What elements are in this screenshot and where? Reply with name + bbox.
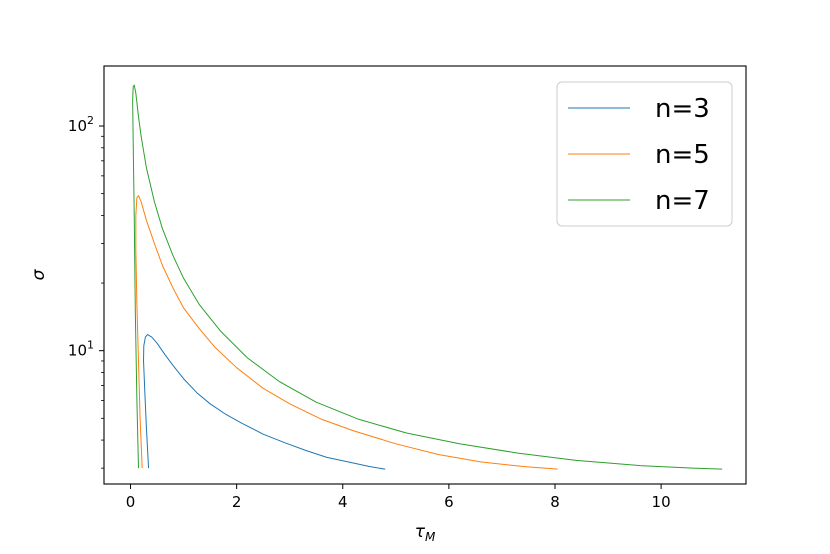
axes-frame [103, 65, 747, 485]
x-axis: 0 2 4 6 8 10 [126, 484, 671, 511]
legend: n=3 n=5 n=7 [556, 81, 733, 227]
y-tick-label: 101 [68, 339, 94, 360]
legend-label-3: n=7 [655, 186, 710, 216]
legend-box [556, 81, 733, 227]
series-line-3 [132, 84, 723, 470]
x-axis-label-subscript: M [425, 530, 436, 544]
series-line-1 [143, 334, 386, 470]
x-tick-label: 4 [338, 493, 348, 511]
y-tick-label: 102 [68, 114, 94, 135]
x-axis-label-main: τ [415, 522, 426, 542]
x-axis-label: τM [415, 522, 436, 544]
series-layer [132, 84, 723, 470]
x-tick-label: 6 [444, 493, 454, 511]
legend-label-2: n=5 [655, 140, 710, 170]
x-tick-label: 8 [550, 493, 560, 511]
x-tick-label: 10 [652, 493, 671, 511]
y-axis-label: σ [29, 268, 49, 280]
legend-label-1: n=3 [655, 94, 710, 124]
series-line-2 [135, 195, 558, 470]
x-tick-label: 0 [126, 493, 136, 511]
y-axis: 101 102 [68, 114, 104, 469]
x-tick-label: 2 [232, 493, 242, 511]
